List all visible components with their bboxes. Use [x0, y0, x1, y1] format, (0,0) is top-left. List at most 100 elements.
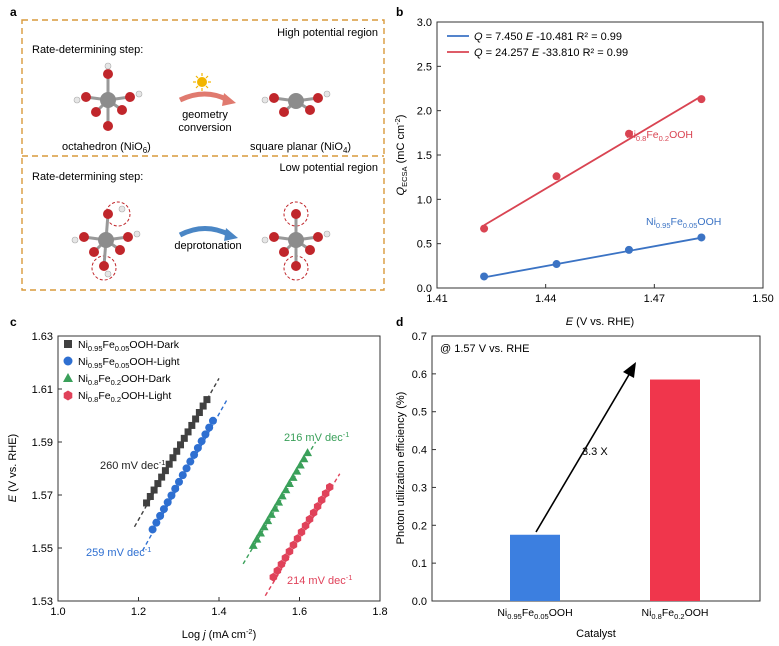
- panel-b-ticks: 1.41 1.44 1.47 1.50 0.0 0.5 1.0 1.5 2.0 2.5 3.0: [417, 17, 774, 305]
- ratio-arrowhead: [623, 362, 636, 378]
- data-point: [182, 464, 191, 473]
- panel-d-ticks: 0.0 0.1 0.2 0.3 0.4 0.5 0.6 0.7: [412, 331, 436, 608]
- rds-bottom-label: Rate-determining step:: [32, 171, 143, 183]
- panel-c-legend: Ni0.95Fe0.05OOH-Dark Ni0.95Fe0.05OOH-Lig…: [63, 339, 180, 404]
- data-point: [697, 233, 706, 242]
- y-tick-label: 0.3: [412, 482, 427, 494]
- y-tick-label: 0.1: [412, 558, 427, 570]
- panel-c-xlabel: Log j (mA cm-2): [182, 627, 257, 641]
- data-point: [180, 434, 188, 442]
- data-point: [159, 505, 168, 514]
- octahedron-label: octahedron (NiO6): [62, 141, 151, 155]
- panel-a: a High potential region Rate-determining…: [10, 5, 385, 291]
- tafel-slope-2: 259 mV dec-1: [86, 545, 151, 559]
- y-tick-label: 1.63: [32, 331, 53, 343]
- y-tick-label: 3.0: [417, 17, 432, 29]
- data-point: [269, 572, 278, 582]
- y-tick-label: 1.0: [417, 194, 432, 206]
- data-point: [169, 454, 177, 462]
- data-point: [552, 172, 561, 181]
- data-point: [697, 95, 706, 104]
- data-point: [552, 260, 561, 269]
- panel-b-legend: Q = 7.450 E -10.481 R² = 0.99 Q = 24.257…: [447, 31, 628, 59]
- legend-b-blue-text: Q = 7.450 E -10.481 R² = 0.99: [474, 31, 622, 43]
- data-point: [313, 502, 322, 511]
- svg-text:square planar (NiO4): square planar (NiO4): [250, 141, 351, 155]
- panel-c-letter: c: [10, 315, 17, 329]
- data-point: [317, 495, 326, 505]
- y-tick-label: 1.57: [32, 490, 53, 502]
- y-tick-label: 2.0: [417, 106, 432, 118]
- data-point: [281, 485, 291, 494]
- data-point: [289, 540, 298, 550]
- panel-c: c 1.0 1.2 1.4 1.6 1.8 1.53 1.55 1.57 1.59 1.61 1.6…: [7, 315, 388, 641]
- y-tick-label: 0.5: [417, 239, 432, 251]
- data-point: [178, 471, 187, 480]
- data-point: [146, 492, 154, 500]
- octahedron-molecule: [73, 62, 143, 131]
- x-tick-label: 1.4: [211, 606, 226, 618]
- data-point: [171, 484, 180, 493]
- deprotonation-right-molecule: [261, 201, 331, 281]
- legend-c-triangle-marker: [63, 373, 73, 382]
- data-point: [175, 477, 184, 486]
- y-tick-label: 0.0: [417, 283, 432, 295]
- data-point: [252, 534, 262, 543]
- data-point: [259, 522, 269, 531]
- rds-top-label: Rate-determining step:: [32, 44, 143, 56]
- data-point: [273, 566, 282, 575]
- panel-d: d 0.0 0.1 0.2 0.3 0.4 0.5 0.6 0.7 @ 1.57 V vs. …: [395, 315, 761, 640]
- data-point: [266, 509, 276, 518]
- data-point: [192, 415, 200, 423]
- data-point: [193, 443, 202, 452]
- data-point: [292, 466, 302, 475]
- data-point: [248, 540, 258, 549]
- arrow-label-geometry: geometry: [182, 109, 228, 121]
- data-point: [205, 423, 214, 432]
- data-point: [163, 498, 172, 507]
- data-point: [195, 409, 203, 417]
- legend-c-item-3: Ni0.8Fe0.2OOH-Dark: [78, 373, 171, 387]
- data-point: [263, 516, 273, 525]
- y-tick-label: 0.0: [412, 596, 427, 608]
- data-point: [624, 245, 633, 254]
- conversion-arrow: [178, 91, 230, 103]
- panel-a-frame: [21, 19, 385, 291]
- data-point: [277, 560, 286, 569]
- data-point: [624, 129, 633, 138]
- label-ni095fe005-b: Ni0.95Fe0.05OOH: [646, 216, 721, 230]
- deprotonation-arrowhead: [224, 228, 238, 241]
- condition-label: @ 1.57 V vs. RHE: [440, 343, 529, 355]
- data-point: [197, 437, 206, 446]
- panel-b: b 1.41 1.44 1.47 1.500.00.51.01.52.02.53.0 …: [393, 5, 774, 328]
- x-tick-label: 1.0: [50, 606, 65, 618]
- x-tick-label: 1.44: [535, 293, 556, 305]
- x-tick-label: 1.41: [426, 293, 447, 305]
- panel-b-xlabel: E (V vs. RHE): [566, 316, 634, 328]
- data-point: [156, 511, 165, 520]
- high-potential-label: High potential region: [277, 27, 378, 39]
- legend-c-square-marker: [64, 340, 72, 348]
- bar-1: [510, 534, 560, 601]
- data-point: [297, 527, 306, 537]
- panel-b-letter: b: [396, 5, 403, 19]
- data-point: [284, 479, 294, 488]
- panel-b-points: [480, 95, 706, 281]
- data-point: [199, 402, 207, 410]
- data-point: [184, 428, 192, 436]
- x-tick-label: 1.47: [644, 293, 665, 305]
- bar-2: [650, 379, 700, 601]
- y-tick-label: 1.59: [32, 437, 53, 449]
- panel-c-ylabel: E (V vs. RHE): [7, 434, 19, 502]
- data-point: [274, 497, 284, 506]
- data-point: [480, 224, 489, 233]
- data-point: [208, 416, 217, 425]
- y-tick-label: 0.2: [412, 520, 427, 532]
- svg-text:octahedron (NiO6): octahedron (NiO6): [62, 141, 151, 155]
- data-point: [150, 486, 158, 494]
- data-point: [480, 272, 489, 281]
- panel-d-axes: [431, 335, 761, 602]
- y-tick-label: 2.5: [417, 61, 432, 73]
- panel-c-points: [143, 396, 334, 582]
